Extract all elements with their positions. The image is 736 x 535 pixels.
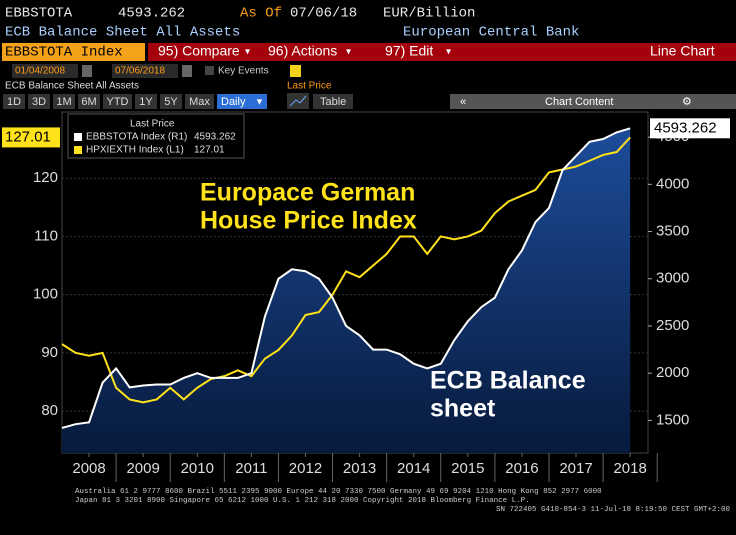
legend-entry: EBBSTOTA Index (R1) bbox=[86, 132, 187, 143]
period: YTD bbox=[107, 96, 129, 108]
settings[interactable]: ⚙ bbox=[682, 96, 692, 108]
period-btn[interactable] bbox=[78, 94, 100, 109]
button[interactable]: 96) Actions bbox=[268, 43, 337, 59]
x-tick-label: 2017 bbox=[559, 460, 592, 477]
price: 4593.262 bbox=[118, 6, 185, 22]
period-btn[interactable] bbox=[185, 94, 214, 109]
period-btn[interactable] bbox=[135, 94, 157, 109]
last-value-box bbox=[650, 118, 730, 139]
period: 5Y bbox=[164, 96, 178, 108]
x-tick-label: 2010 bbox=[181, 460, 214, 477]
caret: ▼ bbox=[255, 96, 264, 106]
period-btn[interactable] bbox=[3, 94, 25, 109]
caret: ▾ bbox=[346, 47, 351, 58]
end-date: 07/06/2018 bbox=[115, 66, 165, 77]
annotation: sheet bbox=[430, 395, 496, 423]
content-bar bbox=[450, 94, 736, 109]
menu-bar bbox=[148, 43, 736, 61]
chart-label: ECB Balance Sheet All Assets bbox=[5, 81, 139, 92]
annotation: ECB Balance bbox=[430, 367, 586, 395]
annotation: House Price Index bbox=[200, 207, 417, 235]
period-btn[interactable] bbox=[53, 94, 75, 109]
period-btn[interactable] bbox=[160, 94, 182, 109]
frequency: Daily bbox=[221, 96, 246, 108]
table: Table bbox=[320, 96, 346, 108]
x-tick-label: 2018 bbox=[613, 460, 646, 477]
annotation: Europace German bbox=[200, 179, 415, 207]
x-tick-label: 2014 bbox=[397, 460, 430, 477]
y-tick-label: 80 bbox=[41, 402, 58, 419]
legend-entry: HPXIEXTH Index (L1) bbox=[86, 145, 184, 156]
y2-tick-label: 4000 bbox=[656, 175, 689, 192]
x-tick-label: 2009 bbox=[126, 460, 159, 477]
mode[interactable]: Line Chart bbox=[650, 43, 715, 59]
footer-text: Japan 81 3 3201 8900 Singapore 65 6212 1… bbox=[75, 497, 530, 505]
y2-tick-label: 3000 bbox=[656, 270, 689, 287]
source: European Central Bank bbox=[403, 25, 579, 41]
calendar-icon[interactable] bbox=[82, 65, 92, 77]
footer-text: Australia 61 2 9777 8600 Brazil 5511 239… bbox=[75, 488, 602, 496]
footer-text: SN 722405 G410-854-3 11-Jul-18 8:19:50 C… bbox=[496, 506, 731, 514]
x-tick-label: 2015 bbox=[451, 460, 484, 477]
date-box[interactable] bbox=[112, 64, 178, 78]
info-icon[interactable] bbox=[290, 65, 301, 77]
table-btn[interactable] bbox=[313, 94, 353, 109]
x-tick-label: 2011 bbox=[235, 460, 267, 477]
ticker: EBBSTOTA bbox=[5, 6, 73, 22]
period: 1D bbox=[7, 96, 21, 108]
chart-content[interactable]: Chart Content bbox=[545, 96, 613, 108]
date: 07/06/18 bbox=[290, 6, 357, 22]
caret: ▾ bbox=[446, 47, 451, 58]
legend-title: Last Price bbox=[130, 119, 175, 130]
button[interactable]: 97) Edit bbox=[385, 43, 433, 59]
y-tick-label: 90 bbox=[41, 344, 58, 361]
y2-tick-label: 3500 bbox=[656, 223, 689, 240]
period: 1M bbox=[56, 96, 71, 108]
units: EUR/Billion bbox=[383, 6, 475, 22]
y2-tick-label: 2500 bbox=[656, 317, 689, 334]
field: EBBSTOTA Index bbox=[5, 45, 123, 61]
caret: ▾ bbox=[245, 47, 250, 58]
start-date: 01/04/2008 bbox=[15, 66, 65, 77]
x-tick-label: 2016 bbox=[505, 460, 538, 477]
line-icon-glyph bbox=[289, 95, 307, 107]
period-btn[interactable] bbox=[28, 94, 50, 109]
period-btn[interactable] bbox=[103, 94, 132, 109]
as-of: As Of bbox=[240, 6, 282, 22]
x-tick-label: 2012 bbox=[289, 460, 322, 477]
y2-tick-label: 2000 bbox=[656, 364, 689, 381]
y2-tick-label: 1500 bbox=[656, 411, 689, 428]
x-tick-label: 2013 bbox=[343, 460, 376, 477]
legend bbox=[67, 113, 245, 159]
checkbox[interactable] bbox=[205, 66, 214, 75]
key-events: Key Events bbox=[218, 66, 269, 77]
last-price-label: Last Price bbox=[287, 81, 332, 92]
period: 3D bbox=[32, 96, 46, 108]
y-tick-label: 110 bbox=[34, 227, 58, 244]
legend-value: 4593.262 bbox=[194, 132, 236, 143]
y-tick-label: 120 bbox=[33, 169, 58, 186]
period: Max bbox=[189, 96, 210, 108]
y-tick-label: 100 bbox=[33, 286, 58, 303]
field-box[interactable] bbox=[2, 43, 145, 61]
collapse[interactable]: « bbox=[460, 96, 466, 108]
period: 1Y bbox=[139, 96, 153, 108]
legend-swatch bbox=[74, 146, 82, 154]
last-value-box bbox=[2, 127, 60, 148]
date-box[interactable] bbox=[12, 64, 78, 78]
area bbox=[62, 128, 631, 453]
button[interactable]: 95) Compare bbox=[158, 43, 240, 59]
legend-value: 127.01 bbox=[194, 145, 225, 156]
description: ECB Balance Sheet All Assets bbox=[5, 25, 240, 41]
period: 6M bbox=[81, 96, 96, 108]
line bbox=[61, 136, 631, 404]
line bbox=[61, 127, 631, 429]
last-value: 4593.262 bbox=[654, 119, 717, 136]
last-value: 127.01 bbox=[5, 128, 51, 145]
frequency-btn[interactable] bbox=[217, 94, 267, 109]
legend-swatch bbox=[74, 133, 82, 141]
x-tick-label: 2008 bbox=[72, 460, 105, 477]
calendar-icon[interactable] bbox=[182, 65, 192, 77]
